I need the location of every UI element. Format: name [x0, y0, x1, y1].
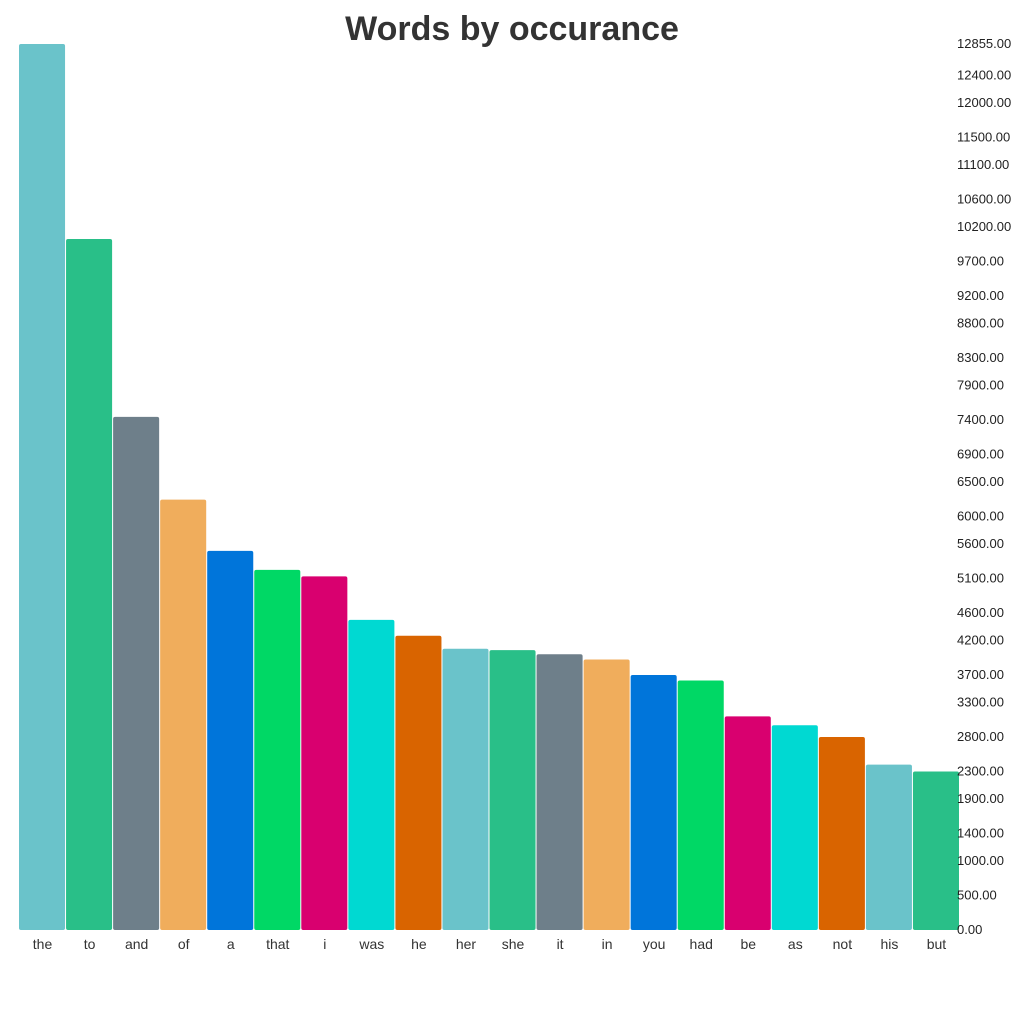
bar-in	[583, 659, 630, 930]
bar-to	[66, 239, 113, 931]
y-tick-label: 9200.00	[957, 288, 1004, 303]
y-tick-label: 4200.00	[957, 633, 1004, 648]
y-tick-label: 11100.00	[957, 157, 1009, 172]
x-tick-label: it	[557, 936, 564, 952]
bar-not	[818, 737, 865, 930]
y-tick-label: 1000.00	[957, 853, 1004, 868]
y-tick-label: 11500.00	[957, 129, 1010, 144]
chart-title: Words by occurance	[345, 10, 679, 48]
y-tick-label: 10600.00	[957, 191, 1011, 206]
x-tick-label: you	[643, 936, 666, 952]
bar-had	[677, 680, 724, 930]
bar-as	[771, 725, 818, 930]
x-tick-label: that	[266, 936, 289, 952]
bar-a	[207, 550, 254, 930]
y-tick-label: 9700.00	[957, 253, 1004, 268]
bar-you	[630, 674, 677, 930]
y-tick-label: 5600.00	[957, 536, 1004, 551]
x-tick-label: and	[125, 936, 148, 952]
y-tick-label: 6500.00	[957, 474, 1004, 489]
bar-it	[536, 654, 583, 930]
x-tick-label: he	[411, 936, 427, 952]
bar-she	[489, 650, 536, 930]
bar-i	[301, 576, 348, 930]
x-tick-label: his	[880, 936, 898, 952]
y-tick-label: 12855.00	[957, 36, 1011, 51]
y-tick-label: 8800.00	[957, 315, 1004, 330]
bar-her	[442, 648, 489, 930]
x-tick-label: as	[788, 936, 803, 952]
bar-but	[912, 771, 959, 930]
y-tick-label: 12000.00	[957, 95, 1011, 110]
y-tick-label: 5100.00	[957, 570, 1004, 585]
y-tick-label: 2800.00	[957, 729, 1004, 744]
x-tick-label: a	[227, 936, 235, 952]
x-tick-label: but	[927, 936, 947, 952]
bar-he	[395, 635, 442, 930]
y-tick-label: 3700.00	[957, 667, 1004, 682]
y-tick-label: 3300.00	[957, 695, 1004, 710]
x-tick-label: i	[323, 936, 326, 952]
x-tick-label: she	[502, 936, 525, 952]
y-tick-label: 0.00	[957, 922, 982, 937]
x-tick-label: the	[33, 936, 53, 952]
y-tick-label: 8300.00	[957, 350, 1004, 365]
y-tick-label: 10200.00	[957, 219, 1011, 234]
bar-the	[19, 44, 66, 930]
x-tick-label: to	[84, 936, 96, 952]
y-tick-label: 6000.00	[957, 508, 1004, 523]
y-tick-label: 2300.00	[957, 763, 1004, 778]
bar-of	[160, 499, 207, 930]
y-tick-label: 6900.00	[957, 446, 1004, 461]
bar-be	[724, 716, 771, 930]
x-tick-label: was	[358, 936, 384, 952]
bar-was	[348, 619, 395, 930]
y-tick-label: 7900.00	[957, 378, 1004, 393]
y-tick-label: 1900.00	[957, 791, 1004, 806]
y-tick-label: 12400.00	[957, 67, 1011, 82]
x-tick-label: not	[833, 936, 853, 952]
y-tick-label: 4600.00	[957, 605, 1004, 620]
y-tick-label: 7400.00	[957, 412, 1004, 427]
x-tick-label: her	[456, 936, 477, 952]
x-tick-label: of	[178, 936, 190, 952]
bar-and	[113, 416, 160, 930]
y-tick-label: 1400.00	[957, 826, 1004, 841]
bar-that	[254, 569, 301, 930]
x-tick-label: had	[690, 936, 713, 952]
y-tick-label: 500.00	[957, 888, 997, 903]
bar-his	[865, 764, 912, 930]
x-tick-label: be	[740, 936, 756, 952]
x-tick-label: in	[602, 936, 613, 952]
